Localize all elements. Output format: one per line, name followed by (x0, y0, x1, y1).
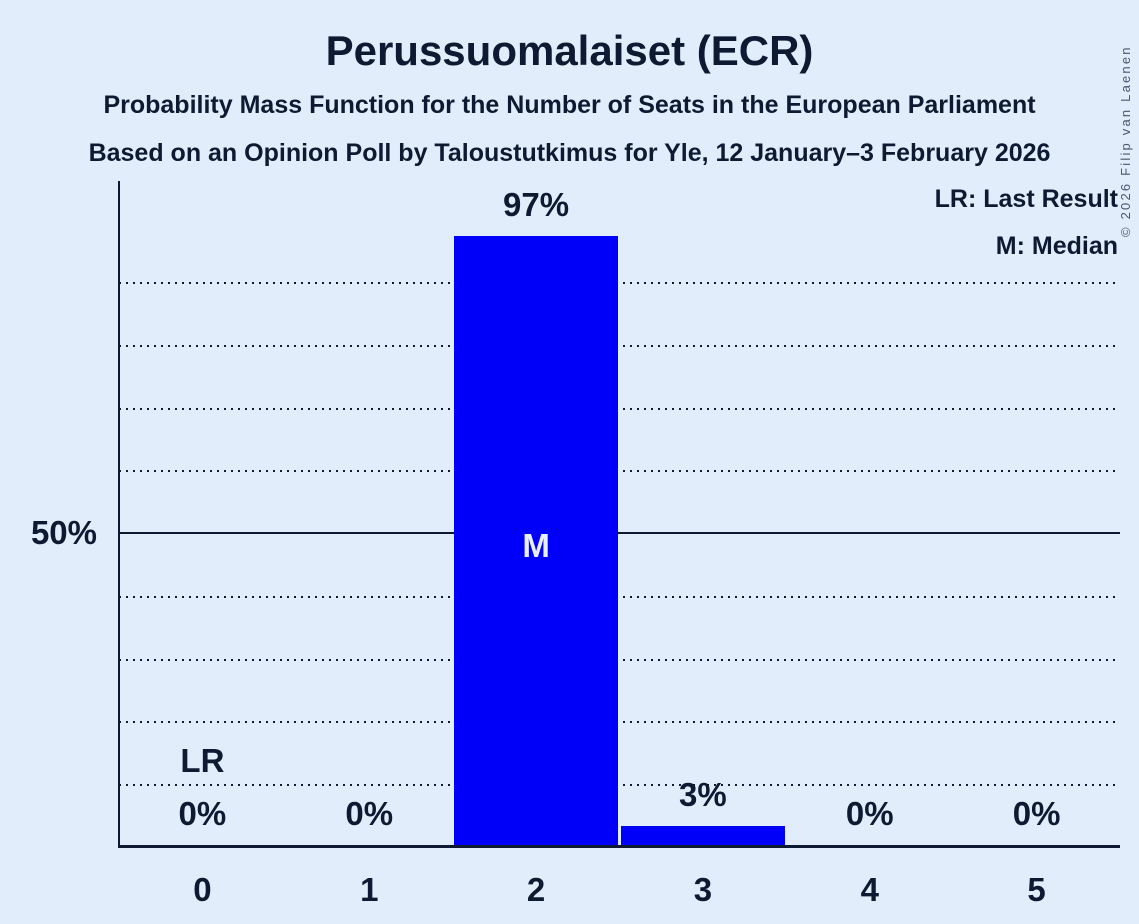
copyright-notice: © 2026 Filip van Laenen (1118, 45, 1133, 237)
legend-last-result: LR: Last Result (934, 185, 1118, 213)
y-axis-tick-label: 50% (30, 514, 97, 551)
chart-subtitle-function: Probability Mass Function for the Number… (103, 91, 1036, 119)
gridline-60pct (119, 470, 1120, 473)
bar-seat-3 (620, 826, 785, 847)
gridline-10pct (119, 784, 1120, 787)
gridline-70pct (119, 407, 1120, 410)
chart-title: Perussuomalaiset (ECR) (325, 27, 814, 74)
x-tick-label-0: 0 (193, 871, 212, 908)
value-label-seat-3: 3% (679, 776, 727, 814)
legend-median: M: Median (995, 232, 1118, 260)
value-label-seat-2: 97% (503, 186, 570, 223)
gridline-40pct (119, 595, 1120, 598)
gridline-30pct (119, 658, 1120, 661)
x-tick-label-2: 2 (526, 871, 546, 908)
value-label-seat-4: 0% (845, 795, 894, 832)
x-tick-label-1: 1 (360, 871, 379, 908)
gridline-20pct (119, 721, 1120, 724)
value-label-seat-0: 0% (178, 795, 227, 832)
gridline-50pct (119, 532, 1120, 535)
x-tick-label-3: 3 (693, 871, 713, 908)
x-axis-line (118, 845, 1120, 848)
bar-seat-2 (454, 236, 619, 847)
gridline-90pct (119, 281, 1120, 284)
x-tick-label-5: 5 (1027, 871, 1046, 908)
gridline-80pct (119, 344, 1120, 347)
last-result-marker: LR (180, 742, 225, 779)
y-axis-line (118, 181, 120, 847)
x-tick-label-4: 4 (860, 871, 879, 908)
value-label-seat-5: 0% (1012, 795, 1061, 832)
value-label-seat-1: 0% (345, 795, 394, 832)
median-marker: M (522, 527, 550, 564)
chart-subtitle-poll: Based on an Opinion Poll by Taloustutkim… (88, 139, 1051, 167)
